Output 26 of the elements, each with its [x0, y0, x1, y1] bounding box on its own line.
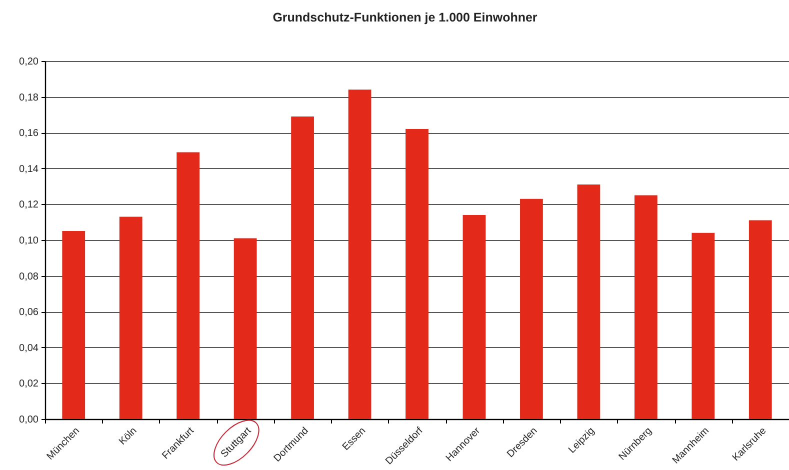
x-tick-label: Köln [117, 426, 140, 448]
y-tick-label: 0,20 [19, 56, 39, 68]
bar [692, 232, 715, 419]
y-tick-label: 0,00 [19, 414, 39, 426]
bar [634, 195, 658, 419]
bar [291, 116, 314, 419]
bar [119, 216, 142, 419]
bar [748, 220, 772, 419]
bar [520, 198, 543, 419]
y-tick-label: 0,14 [19, 164, 39, 175]
y-tick-label: 0,02 [19, 378, 39, 390]
bar [62, 231, 86, 419]
y-tick-label: 0,18 [19, 92, 39, 104]
y-tick-label: 0,12 [19, 200, 39, 211]
bar [406, 129, 428, 419]
y-tick-label: 0,08 [19, 271, 39, 282]
bar [348, 90, 372, 419]
y-tick-label: 0,04 [19, 342, 39, 354]
bar [462, 214, 486, 419]
y-tick-label: 0,06 [19, 307, 39, 318]
y-tick-label: 0,10 [19, 236, 39, 246]
bar [176, 152, 200, 419]
bar [234, 238, 257, 419]
y-tick-label: 0,16 [19, 128, 39, 140]
chart-title: Grundschutz-Funktionen je 1.000 Einwohner [272, 10, 538, 24]
bar [577, 184, 600, 419]
